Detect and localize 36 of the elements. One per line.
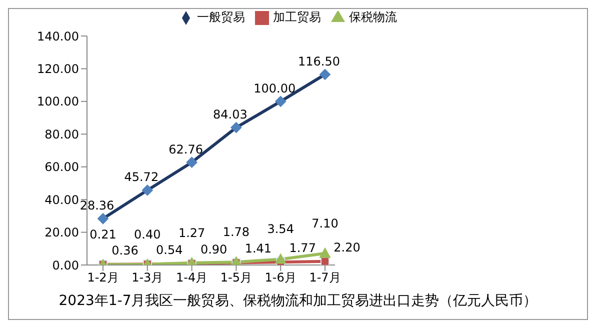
x-tick-label: 1-6月 — [264, 270, 296, 285]
data-label: 1.41 — [244, 242, 272, 256]
data-label: 3.54 — [267, 222, 294, 236]
data-label: 28.36 — [80, 198, 114, 213]
data-label: 62.76 — [168, 142, 203, 156]
legend-label: 保税物流 — [349, 10, 397, 24]
legend-label: 一般贸易 — [197, 10, 245, 24]
text: 2023年1-7月我区一般贸易、保税物流和加工贸易进出口走势（亿元人民币） — [58, 292, 538, 310]
y-tick-label: 100.00 — [37, 94, 79, 109]
data-label: 45.72 — [124, 170, 159, 184]
x-tick-label: 1-3月 — [132, 270, 164, 285]
data-label: 0.21 — [90, 228, 116, 242]
data-label: 0.90 — [200, 242, 228, 257]
x-tick-label: 1-2月 — [87, 270, 119, 285]
data-label: 84.03 — [213, 108, 248, 122]
data-label: 100.00 — [254, 81, 296, 96]
data-label: 0.36 — [112, 243, 138, 258]
data-label: 116.50 — [298, 54, 340, 68]
y-tick-label: 120.00 — [37, 62, 79, 76]
data-label: 1.77 — [289, 241, 316, 256]
y-tick-label: 40.00 — [44, 192, 79, 207]
x-tick-label: 1-5月 — [220, 270, 252, 285]
data-label: 1.27 — [178, 226, 206, 240]
data-label: 7.10 — [312, 216, 338, 230]
legend-label: 加工贸易 — [273, 10, 321, 24]
y-tick-label: 20.00 — [44, 226, 79, 240]
x-tick-label: 1-7月 — [309, 270, 341, 285]
x-tick-label: 1-4月 — [176, 270, 208, 285]
y-tick-label: 140.00 — [37, 29, 79, 44]
y-tick-label: 0.00 — [52, 258, 79, 272]
data-label: 0.40 — [134, 227, 161, 242]
data-label: 0.54 — [156, 243, 183, 258]
y-tick-label: 80.00 — [44, 127, 79, 142]
data-label: 2.20 — [334, 240, 360, 254]
y-tick-label: 60.00 — [44, 160, 79, 174]
data-label: 1.78 — [222, 225, 250, 240]
